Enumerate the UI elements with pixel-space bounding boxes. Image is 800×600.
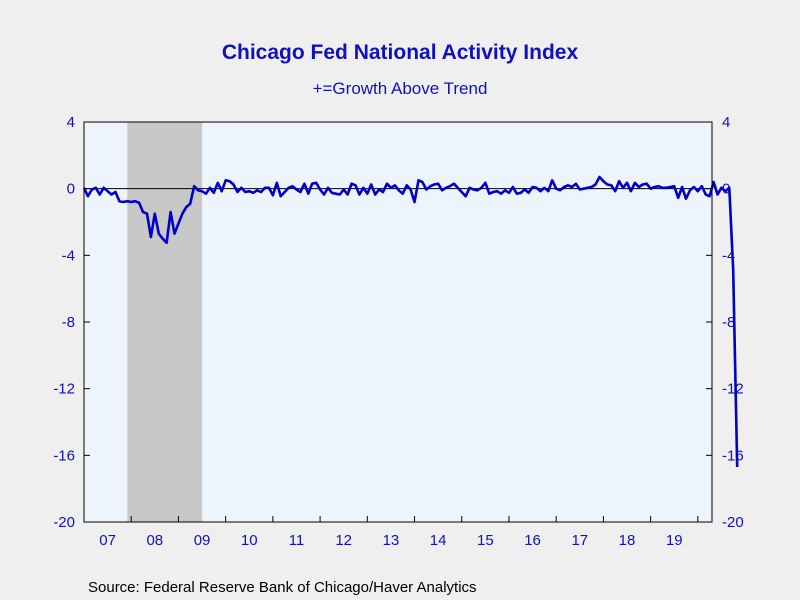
source-note: Source: Federal Reserve Bank of Chicago/… [88, 579, 477, 596]
x-tick-label: 19 [666, 532, 683, 549]
x-tick-label: 18 [619, 532, 636, 549]
x-tick-label: 10 [241, 532, 258, 549]
y-axis-left: 4 0 -4 -8 -12 -16 -20 [53, 114, 90, 531]
x-tick-label: 13 [383, 532, 400, 549]
y-tick-label-right: -16 [722, 447, 744, 464]
x-tick-label: 09 [194, 532, 211, 549]
x-tick-label: 12 [335, 532, 352, 549]
x-tick-label: 15 [477, 532, 494, 549]
x-tick-label: 07 [99, 532, 116, 549]
y-tick-label-left: -8 [62, 314, 75, 331]
y-tick-label-left: 4 [67, 114, 75, 131]
y-tick-label-left: -20 [53, 514, 75, 531]
y-tick-label-left: 0 [67, 181, 75, 198]
y-tick-label-right: -8 [722, 314, 735, 331]
plot-frame [83, 121, 713, 523]
y-tick-label-right: 4 [722, 114, 730, 131]
recession-band [127, 122, 203, 522]
y-tick-label-right: -12 [722, 381, 744, 398]
chart-title: Chicago Fed National Activity Index [222, 41, 579, 64]
chart-subtitle: +=Growth Above Trend [313, 79, 488, 98]
y-tick-label-left: -4 [62, 247, 75, 264]
y-tick-label-right: -20 [722, 514, 744, 531]
x-tick-label: 16 [524, 532, 541, 549]
x-tick-label: 11 [289, 532, 305, 549]
x-tick-label: 14 [430, 532, 447, 549]
y-tick-label-left: -16 [53, 447, 75, 464]
x-tick-label: 08 [146, 532, 163, 549]
x-axis: 07 08 09 10 11 12 13 14 15 16 17 18 19 [99, 516, 699, 549]
y-tick-label-left: -12 [53, 381, 75, 398]
x-tick-label: 17 [571, 532, 588, 549]
series-line [82, 175, 739, 468]
